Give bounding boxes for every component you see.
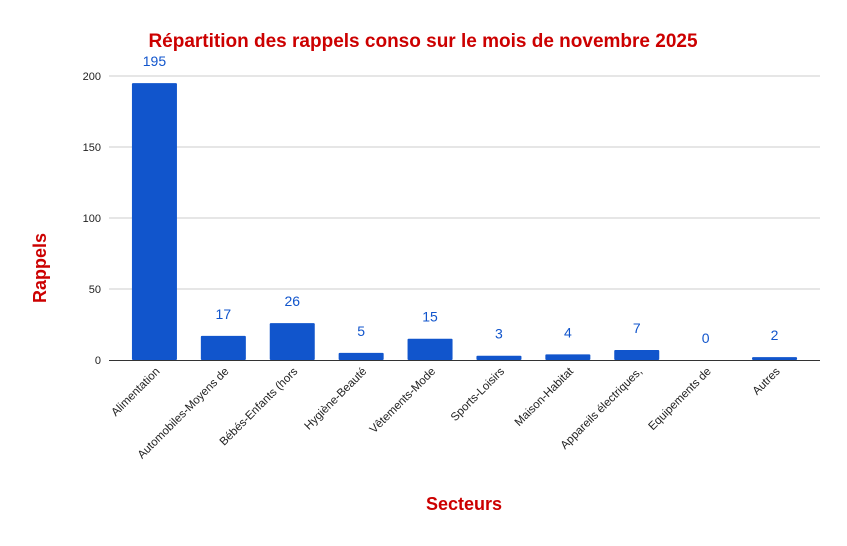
x-tick-label: Equipements de [647, 366, 714, 433]
bar [545, 354, 591, 360]
data-label: 0 [702, 330, 710, 346]
data-label: 5 [357, 323, 365, 339]
x-tick-label: Sports-Loisirs [449, 365, 507, 423]
bar [269, 323, 315, 360]
y-tick-label: 50 [89, 284, 101, 296]
x-tick-label: Vêtements-Mode [368, 366, 438, 436]
x-tick-label: Maison-Habitat [513, 365, 577, 429]
data-label: 3 [495, 326, 503, 342]
y-tick-label: 100 [83, 213, 101, 225]
x-tick-label: Appareils électriques, [559, 366, 645, 452]
bar [200, 335, 246, 360]
x-tick-label: Autres [751, 365, 783, 397]
x-tick-label: Alimentation [109, 366, 162, 419]
x-axis-label: Secteurs [426, 494, 502, 514]
bar [131, 83, 177, 360]
bar [407, 338, 453, 360]
data-label: 26 [284, 293, 300, 309]
y-axis-label: Rappels [30, 233, 50, 303]
y-tick-label: 150 [83, 142, 101, 154]
data-label: 15 [422, 309, 438, 325]
data-label: 17 [216, 306, 232, 322]
y-tick-label: 0 [95, 355, 101, 367]
bar [614, 350, 660, 360]
data-label: 4 [564, 324, 572, 340]
x-tick-label: Bébés-Enfants (hors [218, 365, 301, 448]
bar [752, 357, 798, 360]
data-label: 7 [633, 320, 641, 336]
bar [476, 355, 522, 360]
data-label: 195 [143, 53, 167, 69]
data-label: 2 [771, 327, 779, 343]
bar [338, 352, 384, 360]
chart-title: Répartition des rappels conso sur le moi… [148, 31, 698, 52]
y-tick-label: 200 [83, 71, 101, 83]
x-tick-label: Hygiène-Beauté [302, 366, 369, 433]
